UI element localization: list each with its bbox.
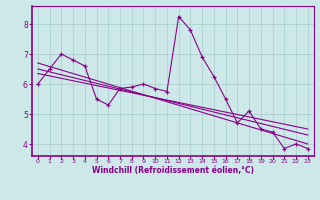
X-axis label: Windchill (Refroidissement éolien,°C): Windchill (Refroidissement éolien,°C) <box>92 166 254 175</box>
